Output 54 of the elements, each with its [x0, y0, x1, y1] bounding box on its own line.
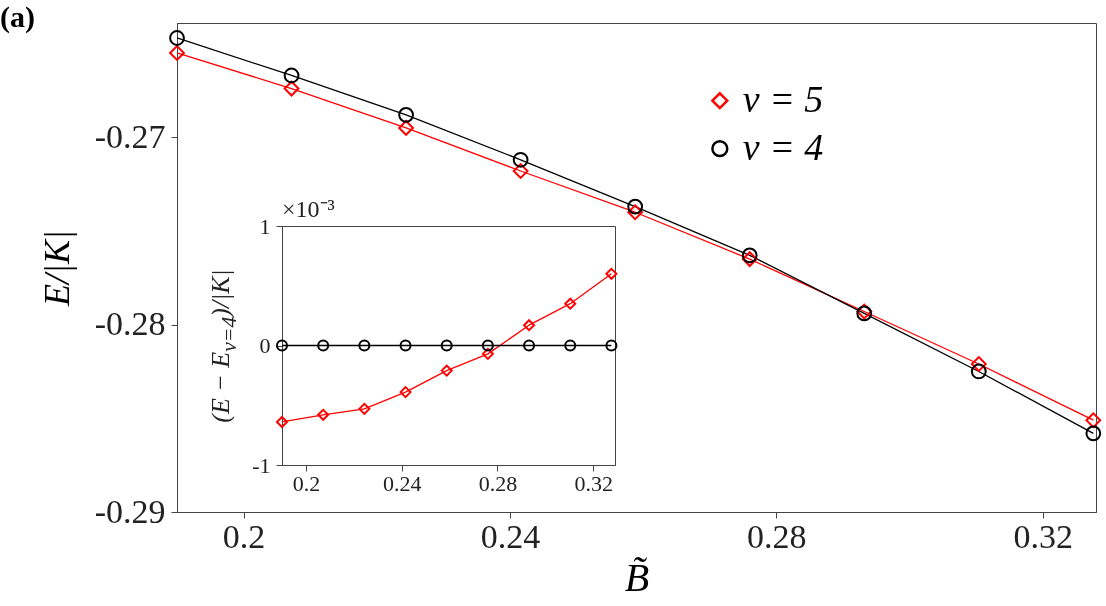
y-tick-label: 1	[259, 213, 271, 239]
point	[440, 339, 453, 352]
x-tick-label: 0.28	[747, 517, 807, 555]
x-axis-title: B̃	[624, 554, 650, 600]
y-tick-label: 0	[259, 333, 271, 358]
legend-label: ν = 5	[742, 77, 824, 120]
x-tick-label: 0.32	[1013, 517, 1073, 555]
point	[283, 67, 300, 84]
point	[169, 45, 185, 61]
point	[523, 339, 536, 352]
point	[627, 204, 644, 221]
point	[317, 408, 330, 421]
point	[398, 106, 414, 123]
point	[605, 339, 618, 352]
point	[169, 30, 185, 46]
point	[741, 247, 758, 264]
point	[512, 151, 529, 168]
x-tick-label: 0.24	[480, 517, 541, 555]
point	[564, 297, 577, 310]
x-tick-label: 0.24	[382, 470, 422, 496]
y-tick-label: -0.28	[94, 305, 166, 343]
point	[627, 198, 644, 215]
y-tick-label: -1	[252, 452, 271, 478]
point	[605, 267, 618, 280]
point	[358, 402, 371, 415]
y-tick-label: -0.27	[94, 117, 166, 155]
point	[481, 347, 494, 360]
point	[512, 163, 529, 179]
point	[399, 339, 412, 352]
chart-title: (a)	[0, 0, 35, 34]
y-tick-label: -0.29	[94, 492, 166, 530]
x-tick-label: 0.2	[292, 470, 321, 496]
legend-label: ν = 4	[742, 125, 824, 168]
point	[1085, 425, 1102, 442]
point	[276, 339, 288, 352]
point	[481, 339, 494, 352]
point	[317, 339, 330, 352]
point	[741, 251, 758, 267]
point	[970, 356, 987, 372]
point	[1085, 412, 1102, 429]
point	[440, 364, 453, 377]
x-tick-label: 0.2	[222, 517, 266, 555]
x-tick-label: 0.32	[574, 470, 613, 496]
point	[523, 319, 536, 332]
point	[399, 386, 412, 399]
point	[970, 363, 987, 380]
x-tick-label: 0.28	[478, 470, 518, 496]
point	[283, 80, 300, 97]
point	[358, 339, 371, 352]
annotation: ×10⁻³	[282, 196, 335, 222]
point	[276, 415, 288, 428]
y-axis-title: E/|K|	[36, 230, 77, 307]
point	[564, 339, 577, 352]
point	[398, 120, 414, 136]
